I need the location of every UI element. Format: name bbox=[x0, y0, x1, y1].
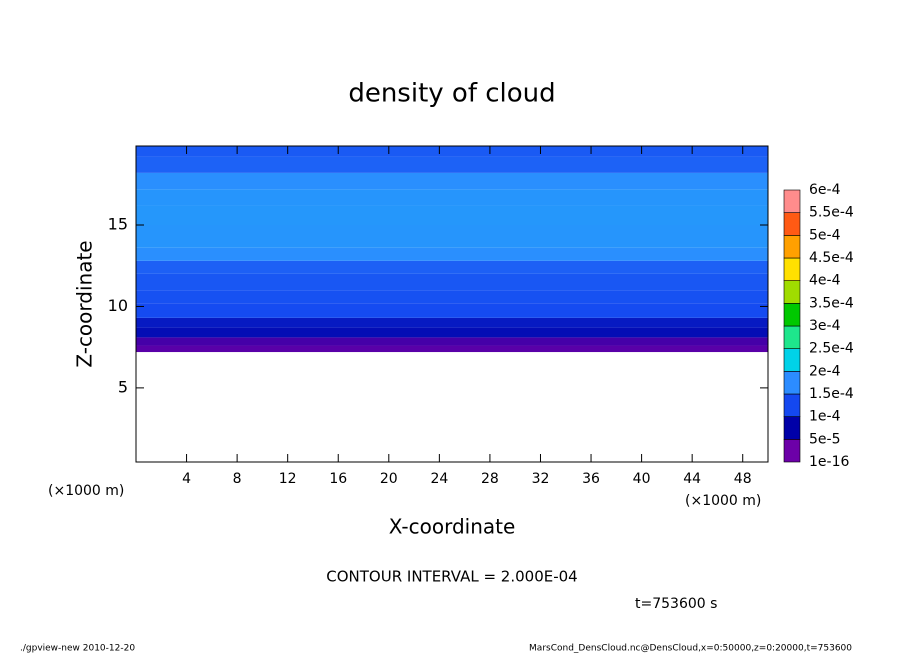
contour-band bbox=[136, 189, 768, 206]
chart-title: density of cloud bbox=[348, 79, 555, 109]
x-tick-label: 12 bbox=[279, 471, 297, 487]
x-axis-label: X-coordinate bbox=[389, 515, 516, 539]
colorbar-segment bbox=[783, 393, 801, 417]
footer-right: MarsCond_DensCloud.nc@DensCloud,x=0:5000… bbox=[529, 644, 852, 654]
x-tick-label: 40 bbox=[633, 471, 651, 487]
colorbar-segment bbox=[783, 257, 801, 281]
y-unit: (×1000 m) bbox=[48, 483, 124, 499]
x-tick-label: 36 bbox=[582, 471, 600, 487]
x-tick-label: 28 bbox=[481, 471, 499, 487]
colorbar-segment bbox=[783, 371, 801, 395]
colorbar-label: 2e-4 bbox=[809, 363, 841, 379]
colorbar-label: 1.5e-4 bbox=[809, 386, 854, 402]
x-tick-label: 8 bbox=[233, 471, 242, 487]
colorbar-label: 4.5e-4 bbox=[809, 250, 854, 266]
contour-band bbox=[136, 156, 768, 173]
colorbar-segment bbox=[783, 235, 801, 259]
colorbar-label: 6e-4 bbox=[809, 182, 841, 198]
contour-band bbox=[136, 260, 768, 274]
contour-band bbox=[136, 247, 768, 261]
contour-band bbox=[136, 205, 768, 225]
contour-band bbox=[136, 290, 768, 304]
x-unit: (×1000 m) bbox=[685, 493, 761, 509]
annotation: CONTOUR INTERVAL = 2.000E-04 bbox=[326, 568, 577, 586]
x-tick-label: 48 bbox=[734, 471, 752, 487]
plot-frame bbox=[135, 145, 769, 463]
contour-band bbox=[136, 327, 768, 338]
x-tick-label: 24 bbox=[430, 471, 448, 487]
contour-band bbox=[136, 345, 768, 353]
colorbar-label: 5e-4 bbox=[809, 227, 841, 243]
colorbar-segment bbox=[783, 439, 801, 463]
colorbar-segment bbox=[783, 325, 801, 349]
x-tick-label: 44 bbox=[683, 471, 701, 487]
contour-band bbox=[136, 317, 768, 328]
colorbar-label: 1e-16 bbox=[809, 454, 849, 470]
colorbar-segment bbox=[783, 212, 801, 236]
x-tick-label: 4 bbox=[182, 471, 191, 487]
y-axis-label: Z-coordinate bbox=[73, 240, 97, 367]
colorbar-label: 5e-5 bbox=[809, 431, 840, 447]
contour-band bbox=[136, 273, 768, 291]
y-tick-label: 10 bbox=[108, 296, 128, 315]
contour-band bbox=[136, 172, 768, 190]
contour-band bbox=[136, 225, 768, 248]
colorbar-label: 2.5e-4 bbox=[809, 341, 854, 357]
colorbar-segment bbox=[783, 416, 801, 440]
y-tick-label: 15 bbox=[108, 215, 128, 234]
colorbar-label: 4e-4 bbox=[809, 273, 841, 289]
y-tick-label: 5 bbox=[118, 377, 128, 396]
x-tick-label: 32 bbox=[532, 471, 550, 487]
colorbar-label: 3e-4 bbox=[809, 318, 841, 334]
colorbar-segment bbox=[783, 303, 801, 327]
colorbar-label: 3.5e-4 bbox=[809, 295, 854, 311]
colorbar-label: 1e-4 bbox=[809, 409, 841, 425]
x-tick-label: 20 bbox=[380, 471, 398, 487]
colorbar-segment bbox=[783, 280, 801, 304]
colorbar-label: 5.5e-4 bbox=[809, 205, 854, 221]
contour-band bbox=[136, 337, 768, 346]
colorbar-segment bbox=[783, 348, 801, 372]
colorbar-segment bbox=[783, 189, 801, 213]
footer-left: ./gpview-new 2010-12-20 bbox=[20, 644, 135, 654]
contour-band bbox=[136, 146, 768, 157]
x-tick-label: 16 bbox=[329, 471, 347, 487]
contour-band bbox=[136, 303, 768, 318]
time-label: t=753600 s bbox=[635, 596, 717, 612]
